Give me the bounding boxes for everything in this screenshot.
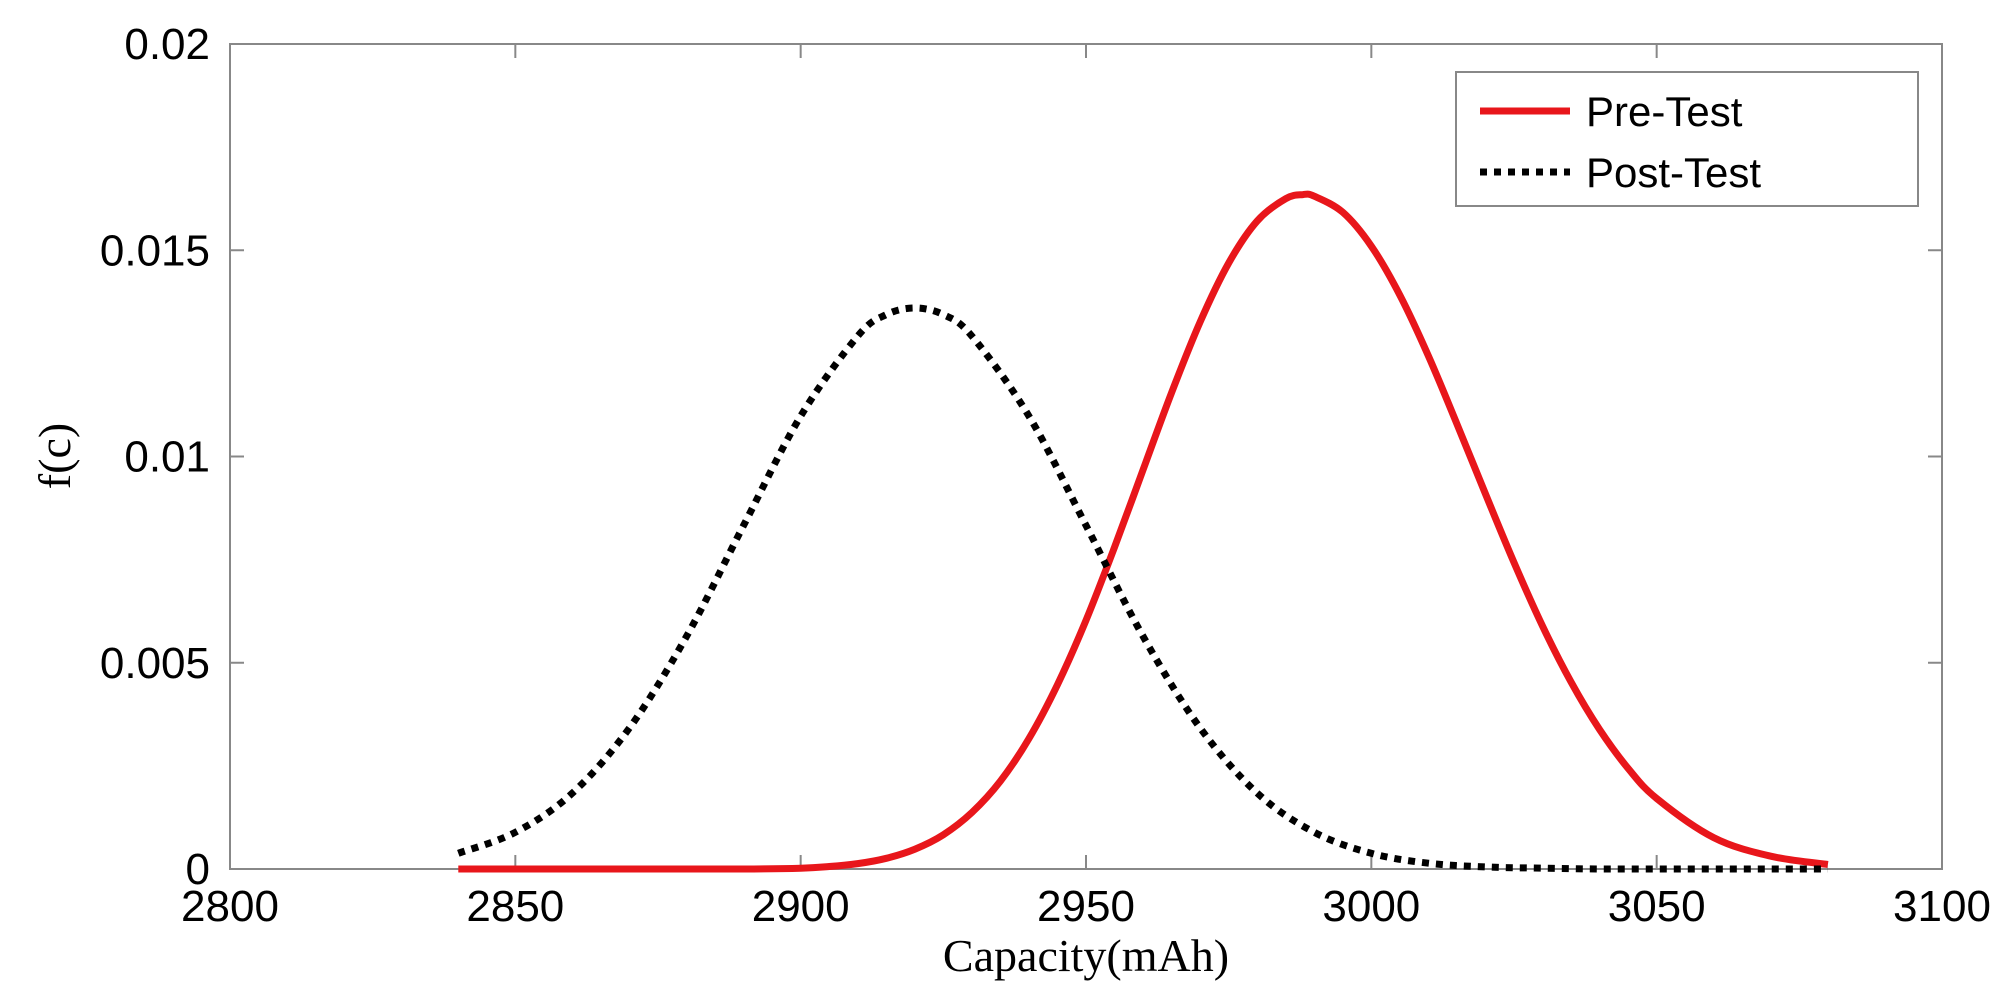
y-tick-label: 0.015 [100, 226, 210, 275]
legend-box [1455, 71, 1919, 207]
y-tick-label: 0.01 [124, 433, 210, 482]
x-tick-label: 2900 [752, 882, 850, 931]
x-axis: 2800 2850 2900 2950 3000 3050 3100 [181, 44, 1991, 931]
x-axis-label: Capacity(mAh) [943, 930, 1229, 981]
series-line-pre-test [458, 190, 1829, 873]
y-tick-label: 0.005 [100, 639, 210, 688]
x-tick-label: 3100 [1893, 882, 1991, 931]
series-layer [457, 190, 1829, 873]
x-tick-label: 2950 [1037, 882, 1135, 931]
y-axis: 0 0.005 0.01 0.015 0.02 [100, 20, 1942, 894]
y-tick-label: 0.02 [124, 20, 210, 69]
legend-label-post-test: Post-Test [1586, 149, 1761, 196]
x-tick-label: 2850 [466, 882, 564, 931]
y-axis-label: f(c) [29, 423, 80, 489]
legend-label-pre-test: Pre-Test [1586, 88, 1743, 135]
x-tick-label: 2800 [181, 882, 279, 931]
x-tick-label: 3000 [1322, 882, 1420, 931]
legend: Pre-Test Post-Test [1455, 71, 1919, 207]
y-tick-label: 0 [186, 845, 210, 894]
x-tick-label: 3050 [1608, 882, 1706, 931]
series-line-post-test [457, 304, 1828, 873]
